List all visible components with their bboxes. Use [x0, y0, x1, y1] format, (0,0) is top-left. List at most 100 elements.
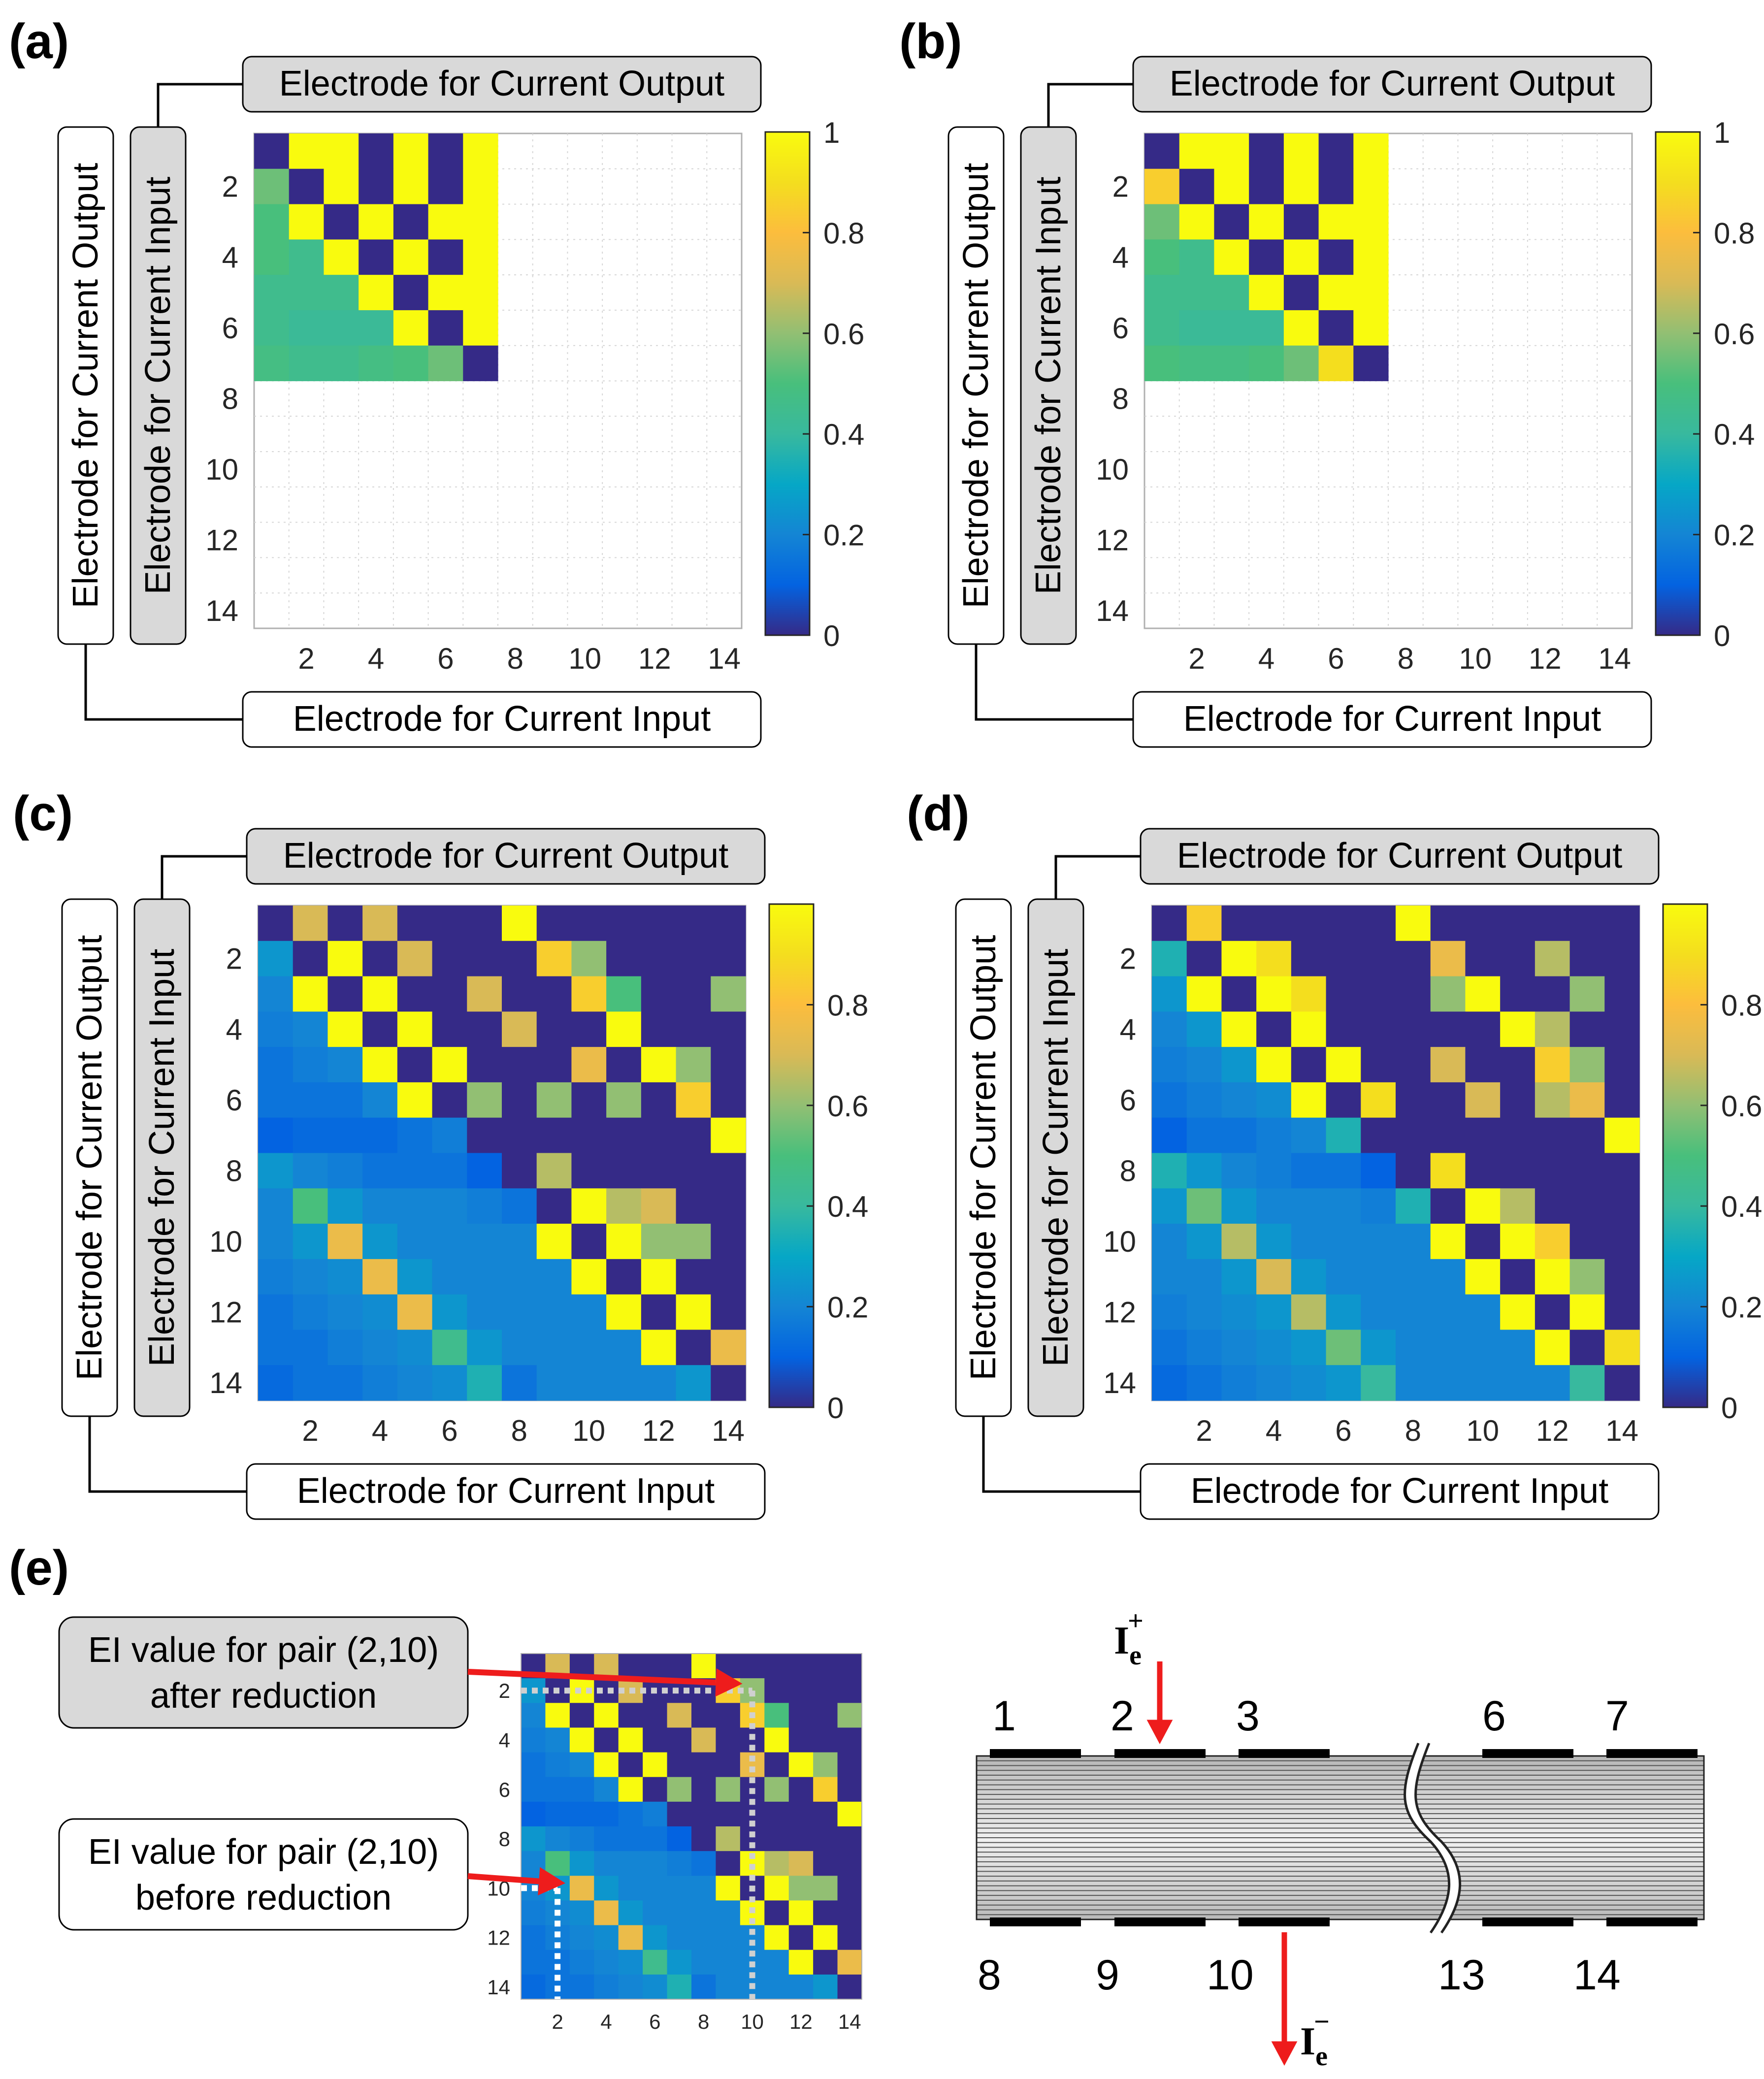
heatmap-cell — [1569, 1117, 1605, 1154]
heatmap-cell — [1256, 1188, 1292, 1224]
y-tick-label: 2 — [1120, 942, 1136, 975]
heatmap-cell — [467, 1188, 502, 1224]
heatmap-cell — [327, 1294, 363, 1331]
heatmap-cell — [254, 239, 290, 275]
heatmap-cell — [1291, 941, 1327, 977]
heatmap-cell — [1535, 941, 1570, 977]
connector-line — [1047, 83, 1133, 127]
heatmap-cell — [258, 1188, 294, 1224]
heatmap-cell — [711, 1011, 746, 1047]
connector-line — [157, 83, 243, 127]
y-tick-label: 12 — [487, 1926, 510, 1949]
heatmap-cell — [536, 1224, 572, 1260]
x-tick-label: 12 — [789, 2010, 813, 2033]
x-tick-label: 10 — [572, 1414, 605, 1447]
x-tick-label: 8 — [698, 2010, 709, 2033]
heatmap-cell — [362, 1224, 398, 1260]
heatmap-cell — [1569, 1011, 1605, 1047]
heatmap-cell — [545, 1851, 570, 1876]
y-tick-label: 10 — [209, 1225, 242, 1258]
colorbar-tick-label: 0.8 — [827, 989, 868, 1022]
heatmap-cell — [594, 1851, 619, 1876]
y-tick-label: 6 — [222, 312, 238, 345]
heatmap-cell — [258, 1294, 294, 1331]
heatmap-cell — [1535, 1188, 1570, 1224]
heatmap-cell — [1179, 168, 1215, 205]
heatmap-cell — [676, 1365, 711, 1401]
heatmap-cell — [606, 1294, 642, 1331]
break-gap — [1405, 1743, 1460, 1933]
heatmap-cell — [1569, 1082, 1605, 1118]
y-tick-label: 8 — [222, 382, 238, 415]
heatmap-cell — [502, 1365, 537, 1401]
heatmap-cell — [716, 1949, 741, 1975]
heatmap-cell — [432, 1224, 467, 1260]
heatmap-cell — [711, 1294, 746, 1331]
heatmap-cell — [594, 1801, 619, 1827]
heatmap-cell — [618, 1900, 643, 1926]
heatmap-cell — [716, 1826, 741, 1852]
heatmap-cell — [641, 941, 677, 977]
heatmap-cell — [788, 1851, 814, 1876]
heatmap-cell — [1249, 168, 1284, 205]
heatmap-cell — [1430, 1188, 1466, 1224]
ply — [977, 1828, 1704, 1833]
heatmap-cell — [676, 1294, 711, 1331]
heatmap-cell — [536, 1259, 572, 1295]
heatmap-cell — [1214, 239, 1249, 275]
heatmap-cell — [676, 1047, 711, 1083]
connector-line — [982, 1416, 1141, 1493]
heatmap-cell — [1318, 168, 1354, 205]
heatmap-cell — [711, 976, 746, 1012]
y-tick-label: 4 — [222, 241, 238, 274]
heatmap-cell — [1291, 1082, 1327, 1118]
heatmap-cell — [606, 1188, 642, 1224]
heatmap-cell — [594, 1900, 619, 1926]
heatmap-cell — [1361, 1047, 1396, 1083]
heatmap-cell — [397, 1224, 433, 1260]
heatmap-cell — [467, 1365, 502, 1401]
heatmap-cell — [594, 1949, 619, 1975]
heatmap-cell — [258, 976, 294, 1012]
heatmap-cell — [1318, 275, 1354, 311]
heatmap-cell — [837, 1900, 862, 1926]
heatmap-cell — [432, 1188, 467, 1224]
heatmap-cell — [1569, 1224, 1605, 1260]
heatmap-cell — [571, 976, 607, 1012]
heatmap-cell — [1256, 1365, 1292, 1401]
connector-line — [84, 644, 243, 721]
heatmap-cell — [764, 1703, 789, 1728]
heatmap-cell — [667, 1949, 692, 1975]
heatmap-cell — [393, 133, 429, 169]
heatmap-cell — [606, 1330, 642, 1365]
heatmap-cell — [606, 1259, 642, 1295]
heatmap-cell — [1326, 1224, 1361, 1260]
heatmap-cell — [837, 1851, 862, 1876]
heatmap-cell — [1186, 941, 1222, 977]
heatmap-cell — [1569, 976, 1605, 1012]
y-tick-label: 8 — [1112, 382, 1129, 415]
heatmap-cell — [254, 204, 290, 240]
heatmap-cell — [764, 1654, 789, 1679]
heatmap-cell — [606, 1011, 642, 1047]
connector-line — [975, 644, 1133, 721]
y-tick-label: 14 — [487, 1976, 510, 1999]
top-electrode — [1482, 1749, 1573, 1758]
heatmap-cell — [1179, 275, 1215, 311]
heatmap-cell — [1283, 133, 1319, 169]
heatmap-cell — [1361, 1188, 1396, 1224]
heatmap-cell — [1535, 1153, 1570, 1189]
heatmap-cell — [258, 1011, 294, 1047]
heatmap-cell — [1396, 1082, 1431, 1118]
heatmap-cell — [1291, 1188, 1327, 1224]
heatmap-cell — [327, 1011, 363, 1047]
heatmap-cell — [545, 1727, 570, 1753]
heatmap-cell — [1221, 1153, 1257, 1189]
heatmap-cell — [1535, 1294, 1570, 1331]
heatmap-cell — [1326, 1082, 1361, 1118]
heatmap-cell — [258, 941, 294, 977]
heatmap-cell — [1186, 1047, 1222, 1083]
x-tick-label: 12 — [1536, 1414, 1569, 1447]
heatmap-cell — [293, 976, 328, 1012]
heatmap-cell — [327, 1259, 363, 1295]
